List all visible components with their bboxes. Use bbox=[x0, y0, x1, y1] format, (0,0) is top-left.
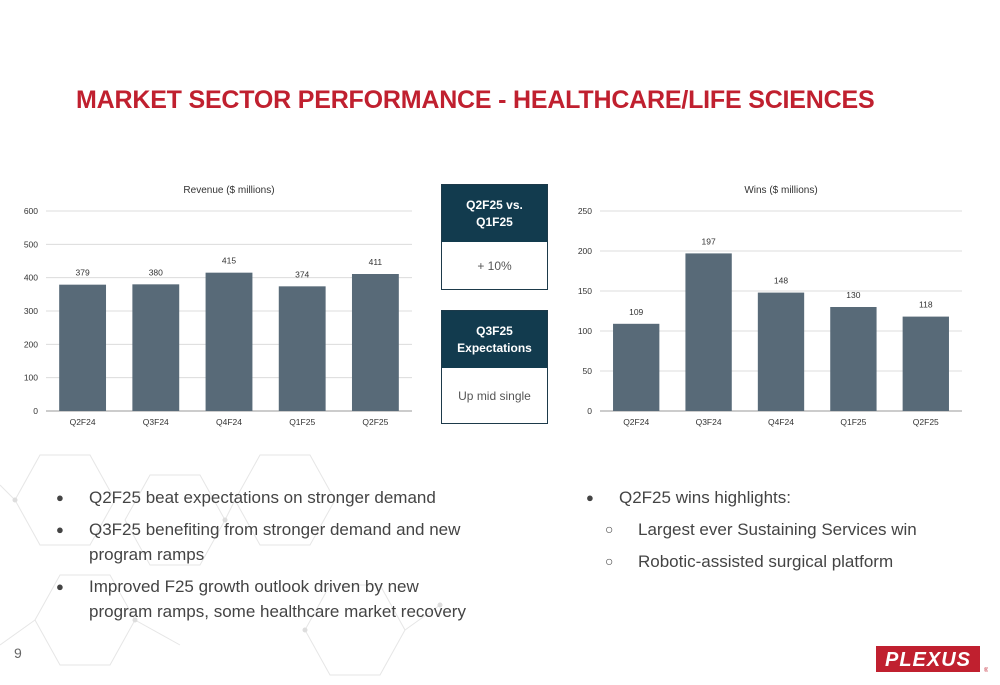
sub-bullet-item: ○ Largest ever Sustaining Services win bbox=[586, 517, 966, 542]
x-tick-label: Q2F25 bbox=[913, 417, 939, 427]
bullet-item: ● Q2F25 beat expectations on stronger dem… bbox=[56, 485, 476, 510]
bar-q4f24 bbox=[757, 292, 805, 411]
kpi-card-heading: Q2F25 vs. Q1F25 bbox=[442, 185, 547, 242]
bullet-circle-icon: ○ bbox=[605, 553, 614, 569]
bullet-text: Improved F25 growth outlook driven by ne… bbox=[89, 577, 466, 621]
slide-title: MARKET SECTOR PERFORMANCE - HEALTHCARE/L… bbox=[76, 86, 875, 114]
revenue-chart-svg: Revenue ($ millions) 0 100 200 300 400 500 600 3… bbox=[24, 185, 412, 427]
bullet-dot-icon: ● bbox=[586, 490, 594, 505]
y-tick-label: 500 bbox=[24, 239, 38, 249]
bar-q3f24 bbox=[685, 253, 732, 411]
y-tick-label: 0 bbox=[33, 406, 38, 416]
data-label: 379 bbox=[76, 268, 90, 278]
bar-q4f24 bbox=[205, 272, 253, 411]
x-tick-label: Q1F25 bbox=[289, 417, 315, 427]
revenue-bullet-list: ● Q2F25 beat expectations on stronger dem… bbox=[56, 485, 476, 631]
y-tick-label: 600 bbox=[24, 206, 38, 216]
revenue-bar-chart: Revenue ($ millions) 0 100 200 300 400 500 600 3… bbox=[22, 178, 422, 433]
y-tick-label: 200 bbox=[24, 339, 38, 349]
registered-mark: ® bbox=[984, 667, 988, 674]
data-label: 411 bbox=[369, 257, 383, 267]
bar-q2f24 bbox=[613, 323, 660, 411]
bullet-text: Largest ever Sustaining Services win bbox=[638, 520, 917, 539]
y-tick-label: 150 bbox=[578, 286, 592, 296]
kpi-card-sequential-growth: Q2F25 vs. Q1F25 + 10% bbox=[441, 184, 548, 290]
bar-q2f25 bbox=[351, 274, 399, 411]
data-label: 109 bbox=[629, 307, 643, 317]
x-tick-label: Q2F24 bbox=[70, 417, 96, 427]
wins-bar-chart: Wins ($ millions) 0 50 100 150 200 250 109 Q2F24… bbox=[558, 178, 968, 433]
page-number: 9 bbox=[14, 645, 22, 661]
chart-title: Revenue ($ millions) bbox=[183, 185, 274, 196]
bar-q3f24 bbox=[132, 284, 180, 411]
y-tick-label: 250 bbox=[578, 206, 592, 216]
y-tick-label: 50 bbox=[583, 366, 593, 376]
bullet-circle-icon: ○ bbox=[605, 521, 614, 537]
x-tick-label: Q4F24 bbox=[216, 417, 242, 427]
data-label: 148 bbox=[774, 276, 788, 286]
bullet-text: Q2F25 wins highlights: bbox=[619, 488, 791, 507]
bullet-text: Q3F25 benefiting from stronger demand an… bbox=[89, 520, 461, 564]
data-label: 380 bbox=[149, 267, 163, 277]
y-tick-label: 0 bbox=[587, 406, 592, 416]
x-tick-label: Q4F24 bbox=[768, 417, 794, 427]
plexus-logo: PLEXUS ® bbox=[876, 646, 988, 674]
x-tick-label: Q2F24 bbox=[623, 417, 649, 427]
chart-title: Wins ($ millions) bbox=[744, 185, 817, 196]
bullet-dot-icon: ● bbox=[56, 522, 64, 537]
hexagon-background-pattern bbox=[0, 454, 443, 676]
bullet-item: ● Q2F25 wins highlights: bbox=[586, 485, 966, 510]
x-tick-label: Q3F24 bbox=[696, 417, 722, 427]
x-tick-label: Q3F24 bbox=[143, 417, 169, 427]
sub-bullet-item: ○ Robotic-assisted surgical platform bbox=[586, 549, 966, 574]
y-tick-label: 300 bbox=[24, 306, 38, 316]
logo-background bbox=[876, 646, 980, 672]
wins-bullet-list: ● Q2F25 wins highlights: ○ Largest ever Su… bbox=[586, 485, 966, 581]
kpi-card-heading: Q3F25 Expectations bbox=[442, 311, 547, 368]
bullet-item: ● Q3F25 benefiting from stronger demand a… bbox=[56, 517, 476, 567]
bullet-dot-icon: ● bbox=[56, 579, 64, 594]
x-tick-label: Q2F25 bbox=[362, 417, 388, 427]
bullet-item: ● Improved F25 growth outlook driven by n… bbox=[56, 574, 476, 624]
kpi-card-value: + 10% bbox=[477, 258, 512, 273]
y-tick-label: 200 bbox=[578, 246, 592, 256]
bar-q1f25 bbox=[278, 286, 326, 411]
y-tick-label: 100 bbox=[24, 373, 38, 383]
bar-q1f25 bbox=[830, 307, 877, 411]
bar-q2f24 bbox=[59, 284, 107, 411]
y-tick-label: 400 bbox=[24, 273, 38, 283]
bullet-text: Robotic-assisted surgical platform bbox=[638, 552, 894, 571]
data-label: 197 bbox=[702, 236, 716, 246]
bar-q2f25 bbox=[902, 316, 949, 411]
bullet-dot-icon: ● bbox=[56, 490, 64, 505]
wins-chart-svg: Wins ($ millions) 0 50 100 150 200 250 109 Q2F24… bbox=[578, 185, 962, 427]
x-tick-label: Q1F25 bbox=[840, 417, 866, 427]
kpi-card-expectations: Q3F25 Expectations Up mid single bbox=[441, 310, 548, 424]
bullet-text: Q2F25 beat expectations on stronger dema… bbox=[89, 488, 436, 507]
kpi-card-value: Up mid single bbox=[458, 388, 531, 403]
logo-text: PLEXUS bbox=[885, 649, 971, 671]
y-tick-label: 100 bbox=[578, 326, 592, 336]
data-label: 374 bbox=[295, 269, 309, 279]
data-label: 415 bbox=[222, 256, 236, 266]
data-label: 130 bbox=[846, 290, 860, 300]
data-label: 118 bbox=[919, 300, 933, 310]
